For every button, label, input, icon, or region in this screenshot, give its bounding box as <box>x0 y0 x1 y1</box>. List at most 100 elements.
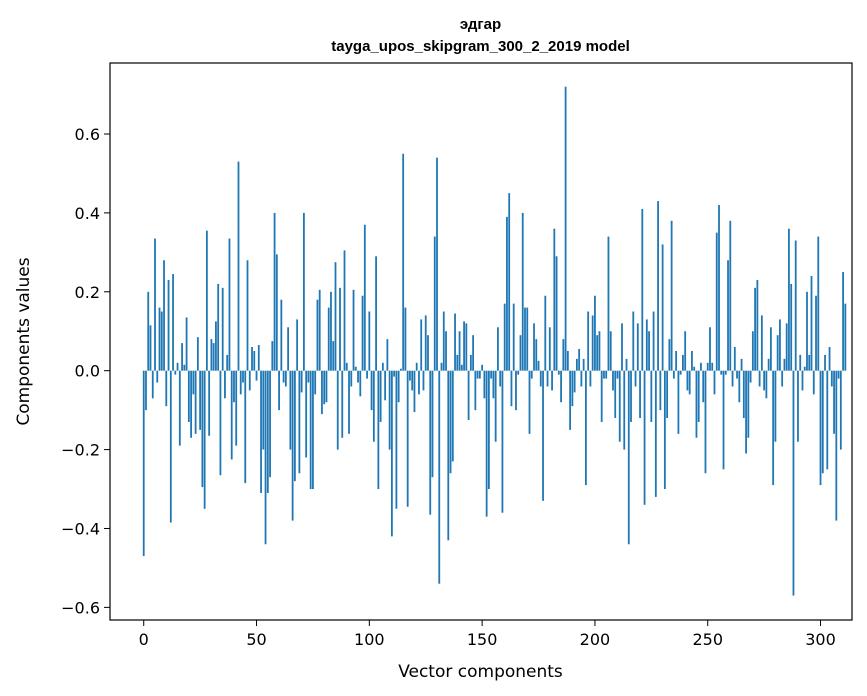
bar <box>339 287 341 371</box>
bar <box>169 370 172 523</box>
bar <box>835 370 838 521</box>
bar <box>460 364 463 371</box>
bar <box>433 236 436 371</box>
bar <box>810 276 813 371</box>
bar <box>551 370 553 391</box>
y-tick-label: −0.6 <box>61 598 100 617</box>
bar <box>221 287 224 371</box>
bar <box>361 295 364 371</box>
bar <box>386 339 389 371</box>
bar <box>336 370 339 450</box>
bar <box>178 370 181 446</box>
x-tick-label: 250 <box>692 630 723 649</box>
bar <box>343 250 346 371</box>
bar <box>481 364 484 371</box>
x-tick-label: 200 <box>580 630 611 649</box>
bar <box>776 335 779 371</box>
bar <box>512 303 515 371</box>
bar <box>729 220 732 371</box>
bar <box>424 315 427 371</box>
bar <box>393 370 396 377</box>
bar <box>758 370 761 387</box>
bar <box>537 360 540 371</box>
bar <box>334 262 337 371</box>
bar <box>733 347 736 371</box>
bar <box>830 370 833 387</box>
bar <box>557 370 560 375</box>
bar <box>575 358 578 371</box>
bar <box>181 343 183 371</box>
bar <box>280 299 283 371</box>
bar <box>682 354 684 371</box>
bar <box>585 370 587 486</box>
bar <box>451 370 454 462</box>
bar <box>327 307 330 371</box>
bar <box>158 307 161 371</box>
bar <box>749 370 752 383</box>
x-tick-label: 300 <box>805 630 836 649</box>
bar <box>616 370 619 379</box>
bar <box>291 370 294 521</box>
bar <box>307 370 310 383</box>
bar <box>506 216 508 371</box>
bar <box>192 370 195 395</box>
bar <box>684 331 687 371</box>
bar <box>587 311 590 371</box>
bar <box>659 370 662 411</box>
bar <box>318 289 321 371</box>
bar <box>194 370 197 434</box>
bar <box>736 370 738 379</box>
bar <box>788 228 790 371</box>
bar <box>562 339 565 371</box>
y-tick-label: −0.4 <box>61 519 100 538</box>
bar <box>348 370 350 434</box>
bar <box>668 339 671 371</box>
bar <box>449 370 452 474</box>
bar <box>237 161 240 371</box>
bar <box>797 370 799 442</box>
bar <box>751 331 754 371</box>
bar <box>163 260 165 371</box>
bar <box>199 370 202 430</box>
bar <box>844 303 847 371</box>
bar <box>395 370 398 509</box>
bar <box>469 354 472 371</box>
bar <box>817 236 820 371</box>
bar <box>693 366 696 371</box>
bar <box>564 86 567 371</box>
bar <box>621 323 623 371</box>
bar <box>763 370 766 391</box>
bar <box>578 349 581 371</box>
bar <box>774 370 777 442</box>
y-axis-ticks: −0.6 −0.4 −0.2 0.0 0.2 0.4 0.6 <box>61 125 110 617</box>
bar <box>226 354 229 371</box>
bar <box>607 236 610 371</box>
bar <box>305 370 308 458</box>
bar <box>515 370 517 411</box>
bar <box>790 283 793 371</box>
bar <box>303 212 305 371</box>
bar <box>801 370 804 391</box>
bar <box>296 319 299 371</box>
bar <box>715 232 718 371</box>
bar <box>224 370 226 399</box>
bar <box>429 370 432 515</box>
bar <box>251 347 253 371</box>
bar <box>779 319 781 371</box>
bar <box>519 335 522 371</box>
bar <box>165 370 168 407</box>
bar <box>824 354 826 371</box>
bar <box>742 370 745 419</box>
bar <box>176 362 179 371</box>
bars-group <box>142 86 847 596</box>
bar <box>623 370 626 450</box>
bar <box>208 370 211 436</box>
bar <box>377 370 380 490</box>
bar <box>630 370 632 422</box>
bar <box>702 370 705 403</box>
bar <box>526 307 529 371</box>
bar <box>262 370 265 450</box>
bar <box>691 350 693 371</box>
bar <box>233 370 235 403</box>
